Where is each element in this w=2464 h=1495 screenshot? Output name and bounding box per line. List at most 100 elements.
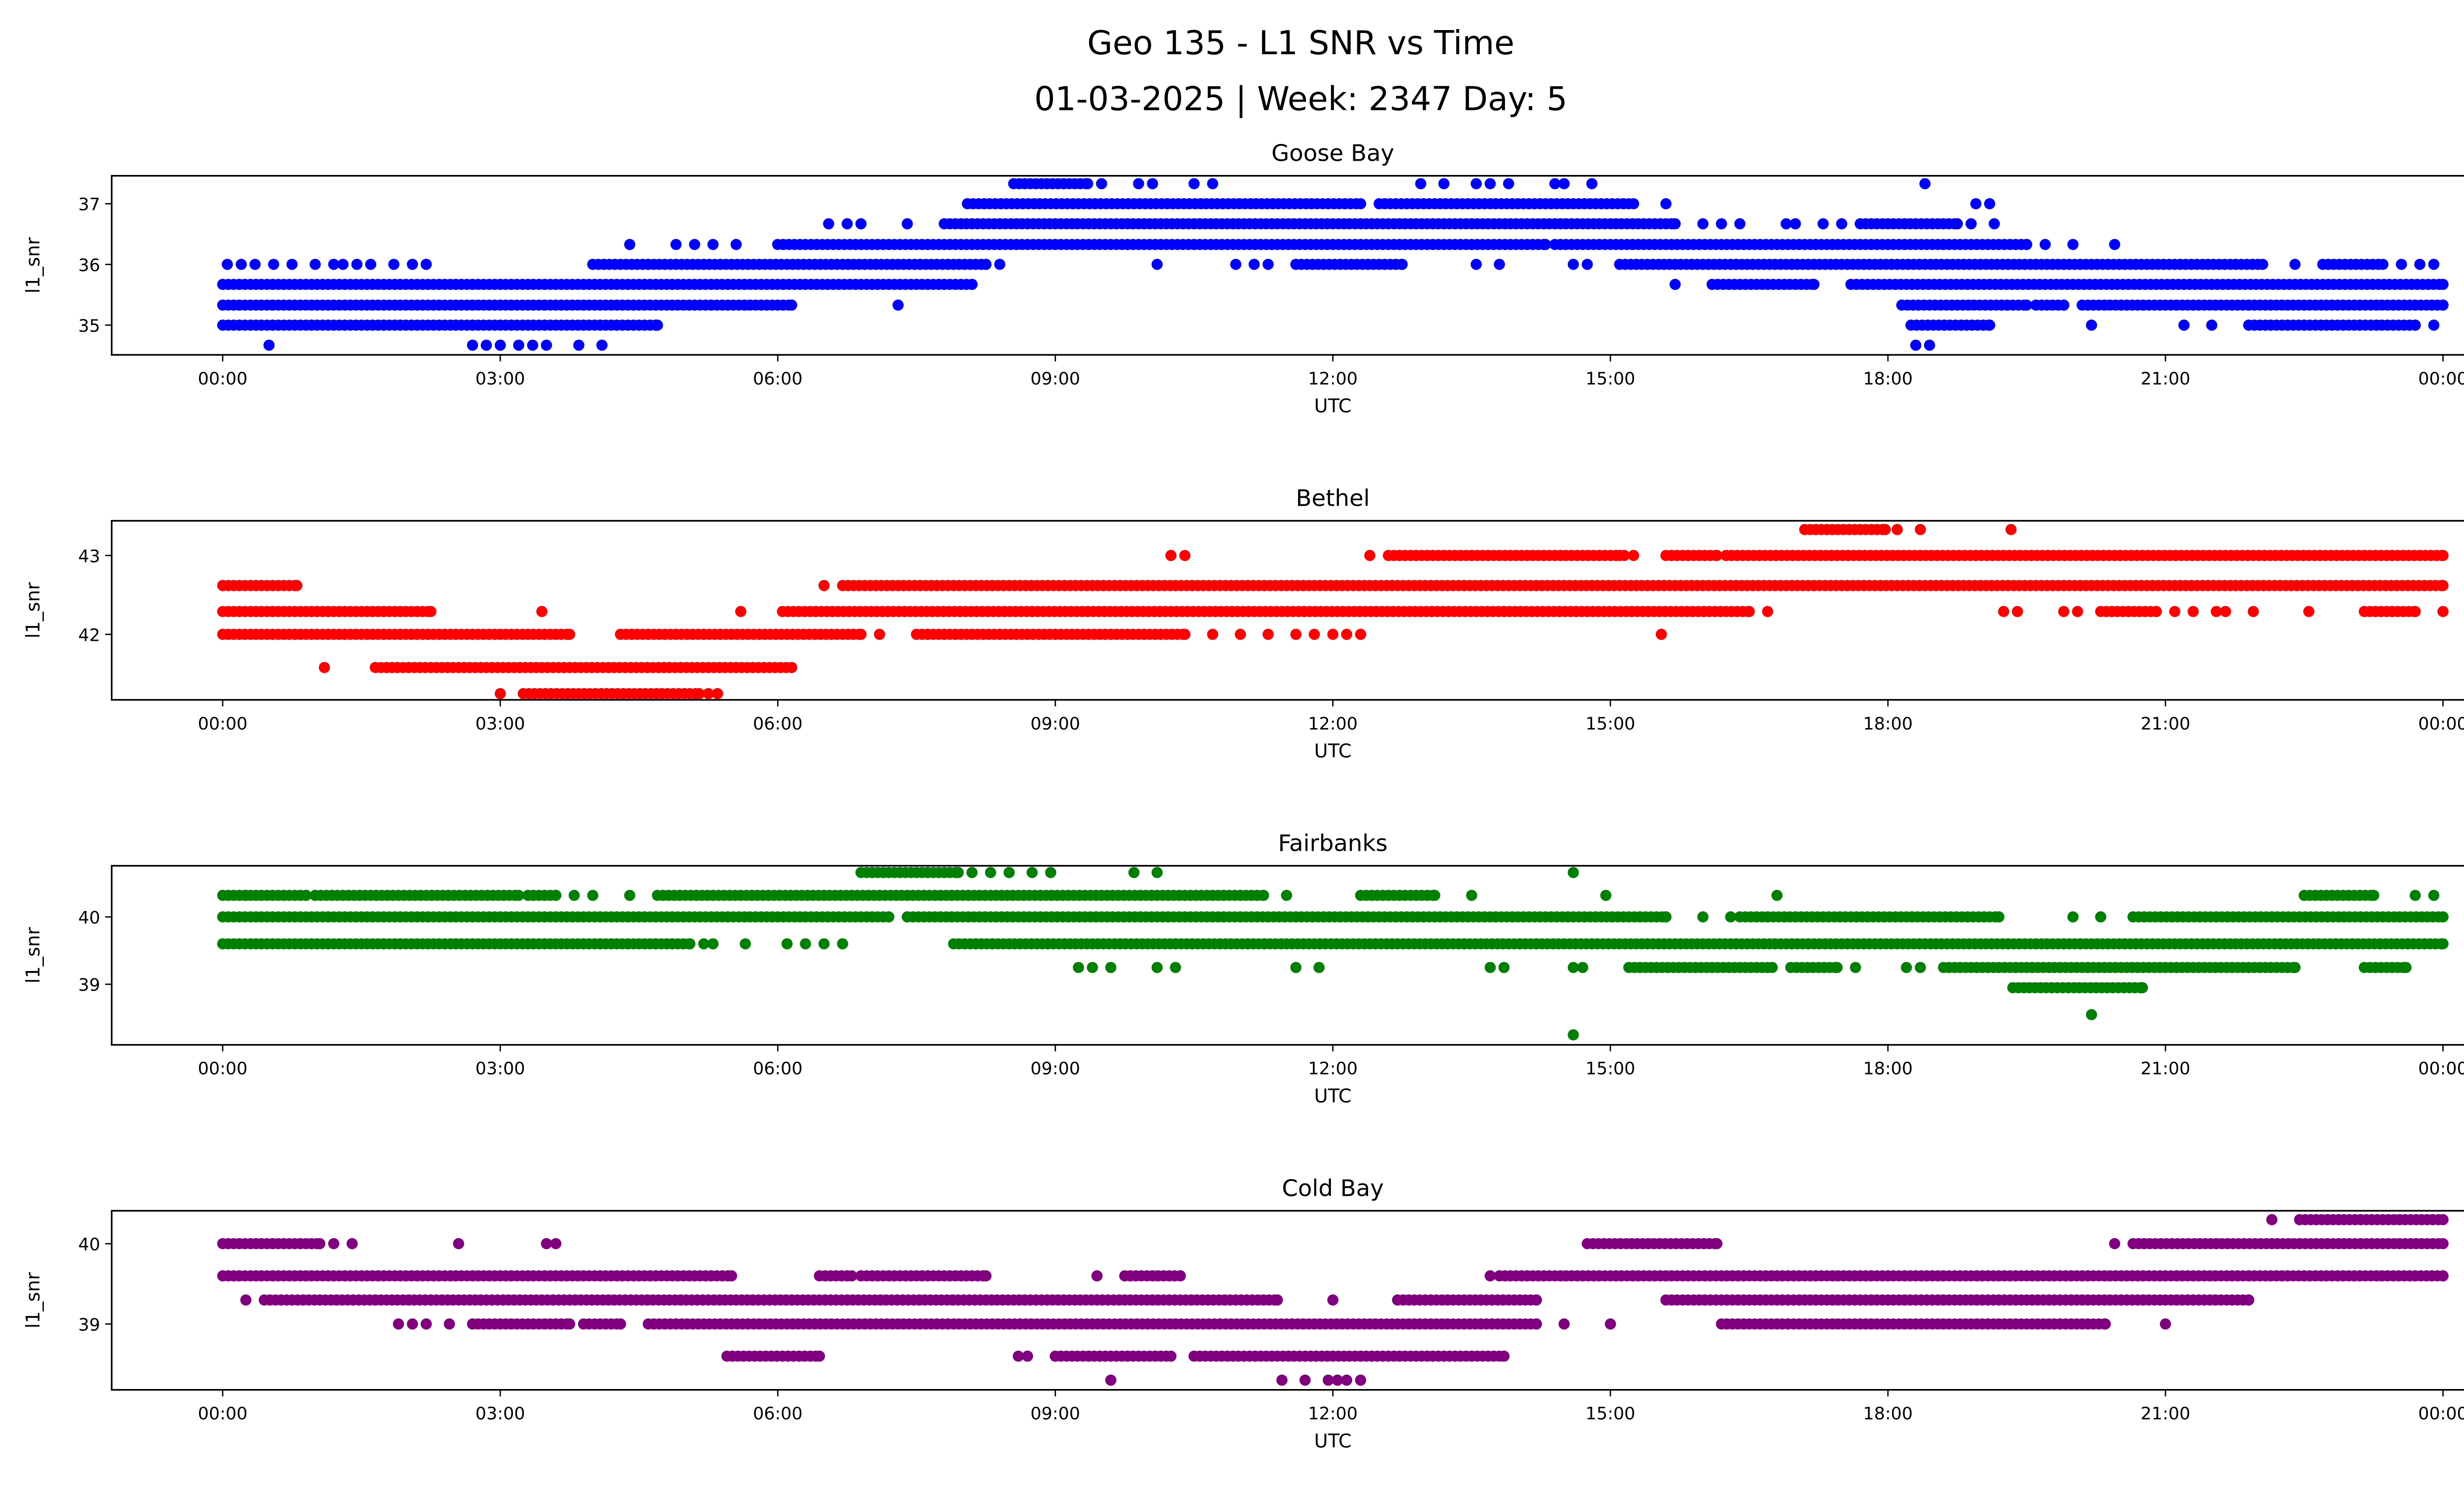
x-tick-label: 03:00: [476, 714, 525, 734]
data-point: [2095, 911, 2107, 923]
data-point: [1484, 1270, 1496, 1282]
data-point: [1697, 911, 1709, 923]
data-point: [1901, 962, 1912, 973]
y-axis-label: l1_snr: [22, 582, 44, 638]
data-point: [2058, 299, 2070, 311]
data-point: [1951, 218, 1963, 230]
subplot-title: Cold Bay: [1282, 1175, 1384, 1202]
data-point: [1993, 911, 2005, 923]
data-point: [365, 258, 376, 270]
data-point: [1836, 218, 1848, 230]
data-point: [1669, 218, 1681, 230]
data-point: [966, 867, 978, 878]
data-point: [240, 1294, 252, 1306]
data-point: [901, 218, 913, 230]
data-point: [513, 890, 524, 901]
x-axis-label: UTC: [1314, 1430, 1352, 1452]
x-tick-label: 18:00: [1863, 1404, 1913, 1424]
data-point: [2266, 1214, 2278, 1225]
data-point: [1087, 962, 1098, 973]
data-point: [1466, 890, 1477, 901]
data-point: [670, 239, 682, 250]
data-point: [1808, 278, 1820, 290]
x-tick-label: 00:00: [2418, 1404, 2464, 1424]
x-tick-label: 00:00: [198, 714, 247, 734]
data-point: [1549, 178, 1561, 189]
data-point: [480, 339, 492, 351]
data-point: [1355, 628, 1367, 640]
data-point: [698, 938, 710, 950]
x-tick-label: 00:00: [198, 1059, 247, 1079]
data-point: [1091, 1270, 1103, 1282]
data-point: [550, 890, 562, 901]
y-tick-label: 40: [78, 908, 101, 928]
data-point: [841, 218, 853, 230]
data-point: [596, 339, 608, 351]
data-point: [1263, 628, 1274, 640]
data-point: [1568, 867, 1579, 878]
data-point: [2206, 319, 2218, 331]
data-point: [425, 606, 437, 617]
data-point: [2169, 606, 2181, 617]
data-point: [1327, 1294, 1338, 1306]
data-point: [800, 938, 811, 950]
subplot-title: Goose Bay: [1271, 140, 1394, 167]
data-point: [1586, 178, 1598, 189]
x-tick-label: 00:00: [2418, 369, 2464, 389]
data-point: [2058, 606, 2070, 617]
y-tick-label: 39: [78, 975, 101, 995]
data-point: [536, 606, 548, 617]
data-point: [1915, 962, 1926, 973]
data-point: [1096, 178, 1107, 189]
y-tick-label: 40: [78, 1235, 101, 1255]
data-point: [707, 239, 719, 250]
data-point: [2377, 258, 2389, 270]
data-point: [420, 1318, 432, 1330]
data-point: [712, 688, 723, 699]
data-point: [1322, 1374, 1334, 1386]
x-tick-label: 03:00: [476, 1404, 525, 1424]
data-point: [2428, 890, 2440, 901]
x-tick-label: 00:00: [2418, 1059, 2464, 1079]
data-point: [1998, 606, 2010, 617]
x-tick-label: 12:00: [1308, 1059, 1358, 1079]
data-point: [953, 867, 964, 878]
data-point: [1290, 962, 1301, 973]
x-tick-label: 15:00: [1585, 1059, 1635, 1079]
data-point: [2220, 606, 2231, 617]
data-point: [236, 258, 247, 270]
data-point: [1498, 1351, 1510, 1362]
data-point: [2396, 258, 2407, 270]
x-tick-label: 15:00: [1585, 369, 1635, 389]
data-point: [2409, 606, 2421, 617]
x-axis-label: UTC: [1314, 395, 1352, 417]
data-point: [855, 628, 867, 640]
data-point: [874, 628, 886, 640]
y-axis-label: l1_snr: [22, 927, 44, 983]
data-point: [985, 867, 996, 878]
x-tick-label: 21:00: [2141, 369, 2190, 389]
data-point: [1151, 258, 1163, 270]
data-point: [337, 258, 349, 270]
data-point: [1230, 258, 1242, 270]
data-point: [2021, 239, 2032, 250]
x-tick-label: 12:00: [1308, 714, 1358, 734]
data-point: [393, 1318, 404, 1330]
data-point: [2109, 1238, 2121, 1250]
data-point: [1988, 218, 2000, 230]
x-tick-label: 00:00: [198, 1404, 247, 1424]
data-point: [1558, 178, 1570, 189]
data-point: [328, 258, 340, 270]
data-point: [291, 580, 303, 591]
data-point: [624, 890, 636, 901]
x-tick-label: 15:00: [1585, 1404, 1635, 1424]
data-point: [1188, 178, 1200, 189]
data-point: [573, 339, 584, 351]
data-point: [1263, 258, 1274, 270]
data-point: [1568, 258, 1579, 270]
data-point: [2428, 319, 2440, 331]
data-point: [1355, 1374, 1367, 1386]
data-point: [1082, 178, 1094, 189]
